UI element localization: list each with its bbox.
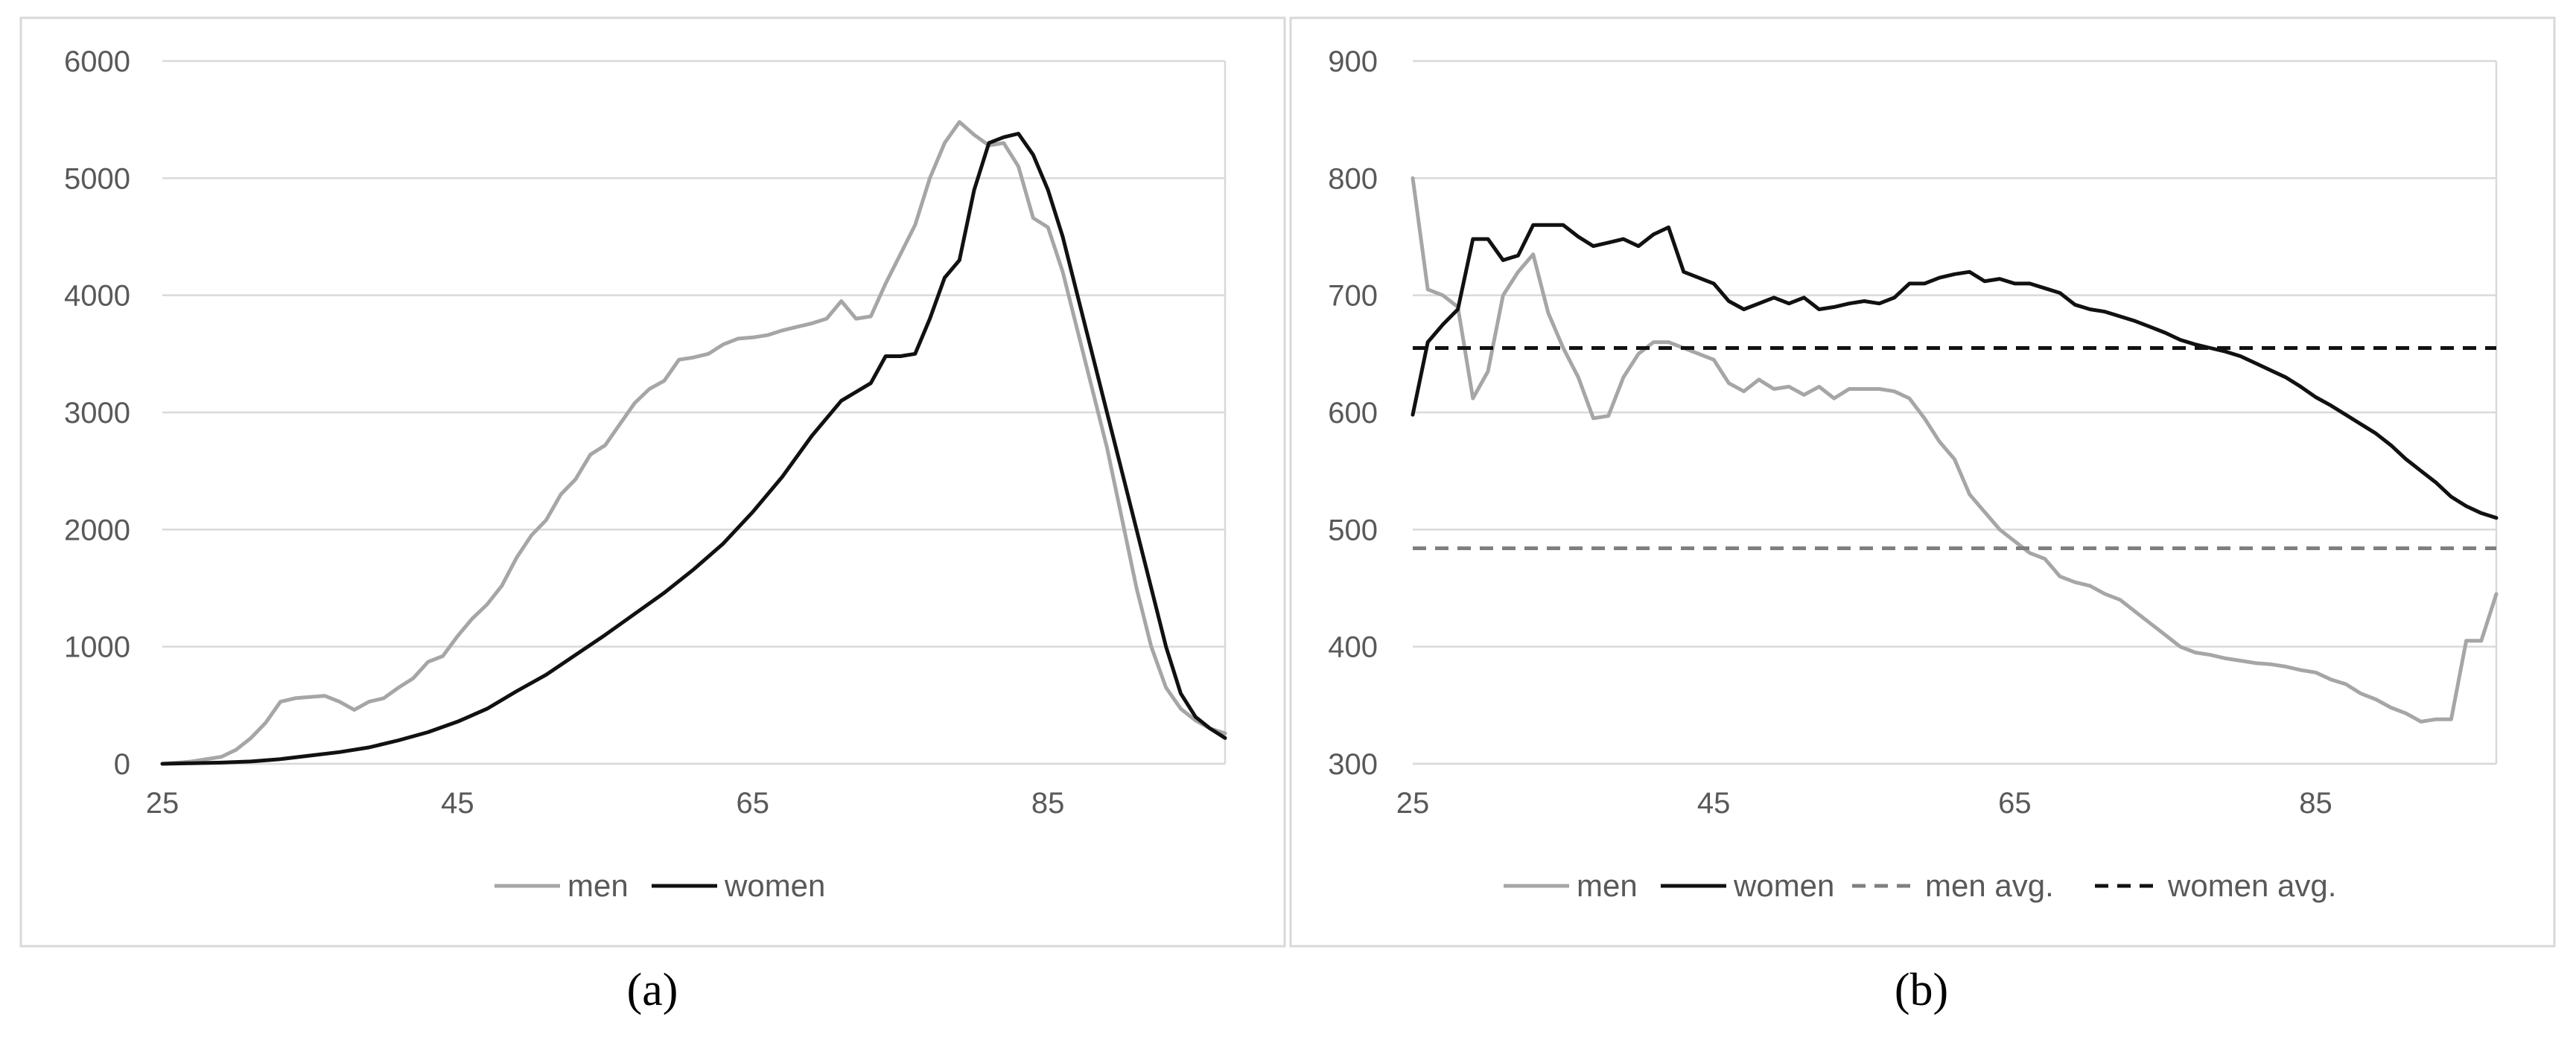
panel-label-a: (a) xyxy=(627,965,678,1015)
y-tick-label: 1000 xyxy=(64,631,130,664)
y-tick-label: 600 xyxy=(1328,397,1378,430)
legend-label: men xyxy=(567,868,629,903)
y-tick-label: 400 xyxy=(1328,631,1378,664)
chart-b: 300 400 500 600 700 800 900 25 45 65 85 men women men… xyxy=(1328,45,2499,903)
legend-label: men xyxy=(1577,868,1638,903)
panel-label-b: (b) xyxy=(1895,965,1948,1015)
y-tick-label: 800 xyxy=(1328,162,1378,195)
x-tick-label: 45 xyxy=(441,787,474,820)
x-tick-label: 25 xyxy=(1396,787,1430,820)
y-tick-label: 500 xyxy=(1328,514,1378,546)
legend-label: women xyxy=(724,868,825,903)
y-tick-label: 300 xyxy=(1328,748,1378,781)
y-tick-label: 900 xyxy=(1328,45,1378,78)
x-tick-label: 65 xyxy=(1998,787,2032,820)
panel-b-frame xyxy=(1289,16,2556,948)
x-tick-label: 45 xyxy=(1697,787,1731,820)
series-line-women xyxy=(160,132,1227,766)
chart-a: 0 1000 2000 3000 4000 5000 6000 25 45 65 85 men wome… xyxy=(64,45,1227,903)
y-tick-label: 0 xyxy=(114,748,130,781)
legend-label: women avg. xyxy=(2167,868,2336,903)
x-tick-label: 85 xyxy=(2299,787,2332,820)
x-tick-label: 25 xyxy=(146,787,179,820)
x-tick-label: 65 xyxy=(737,787,770,820)
y-tick-label: 700 xyxy=(1328,280,1378,313)
y-tick-label: 6000 xyxy=(64,45,130,78)
legend-label: men avg. xyxy=(1925,868,2054,903)
y-tick-label: 5000 xyxy=(64,162,130,195)
y-tick-label: 4000 xyxy=(64,280,130,313)
y-tick-label: 2000 xyxy=(64,514,130,546)
y-tick-label: 3000 xyxy=(64,397,130,430)
legend-label: women xyxy=(1733,868,1834,903)
series-line-women xyxy=(1411,223,2499,520)
x-tick-label: 85 xyxy=(1031,787,1065,820)
series-line-men xyxy=(160,120,1227,766)
panel-a-frame xyxy=(19,16,1286,948)
series-line-men xyxy=(1411,176,2499,724)
